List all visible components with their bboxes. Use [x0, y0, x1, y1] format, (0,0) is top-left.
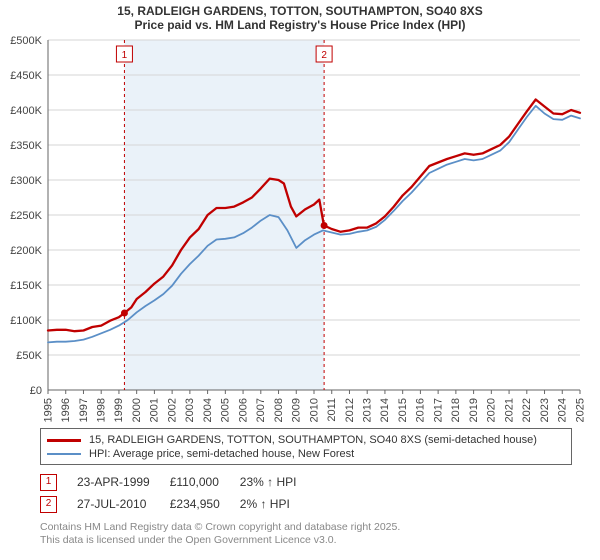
svg-text:1995: 1995: [42, 398, 54, 422]
title-address: 15, RADLEIGH GARDENS, TOTTON, SOUTHAMPTO…: [0, 4, 600, 18]
svg-text:2002: 2002: [166, 398, 178, 422]
legend: 15, RADLEIGH GARDENS, TOTTON, SOUTHAMPTO…: [40, 428, 572, 465]
sale-price: £234,950: [170, 493, 240, 515]
legend-item-hpi: HPI: Average price, semi-detached house,…: [47, 447, 565, 461]
svg-text:2020: 2020: [486, 398, 498, 422]
price-chart: £0 £50K £100K £150K £200K £250K £300K £350K £400…: [0, 32, 600, 422]
title-subtitle: Price paid vs. HM Land Registry's House …: [0, 18, 600, 32]
sales-row: 2 27-JUL-2010 £234,950 2% ↑ HPI: [40, 493, 316, 515]
svg-text:2021: 2021: [503, 398, 515, 422]
svg-text:2025: 2025: [574, 398, 586, 422]
sale-marker-icon: 2: [40, 496, 57, 513]
chart-svg: £0 £50K £100K £150K £200K £250K £300K £350K £400…: [0, 32, 600, 422]
sales-row: 1 23-APR-1999 £110,000 23% ↑ HPI: [40, 471, 316, 493]
svg-text:2005: 2005: [220, 398, 232, 422]
attribution-line: This data is licensed under the Open Gov…: [40, 534, 572, 547]
sale-date: 23-APR-1999: [77, 471, 170, 493]
sale-marker-icon: 1: [40, 474, 57, 491]
svg-text:£0: £0: [30, 385, 42, 397]
svg-text:£50K: £50K: [16, 350, 42, 362]
svg-text:£150K: £150K: [10, 280, 42, 292]
svg-text:2018: 2018: [450, 398, 462, 422]
svg-text:2: 2: [321, 50, 327, 61]
svg-text:£450K: £450K: [10, 70, 42, 82]
svg-text:£200K: £200K: [10, 245, 42, 257]
svg-text:2003: 2003: [184, 398, 196, 422]
svg-text:2007: 2007: [255, 398, 267, 422]
svg-text:2024: 2024: [557, 398, 569, 422]
legend-swatch: [47, 453, 81, 455]
svg-text:2016: 2016: [415, 398, 427, 422]
svg-text:2023: 2023: [539, 398, 551, 422]
attribution: Contains HM Land Registry data © Crown c…: [40, 521, 572, 547]
svg-text:£100K: £100K: [10, 315, 42, 327]
svg-text:2009: 2009: [291, 398, 303, 422]
svg-text:2004: 2004: [202, 398, 214, 422]
sale-date: 27-JUL-2010: [77, 493, 170, 515]
attribution-line: Contains HM Land Registry data © Crown c…: [40, 521, 572, 534]
svg-text:2011: 2011: [326, 398, 338, 422]
legend-swatch: [47, 439, 81, 442]
svg-text:£350K: £350K: [10, 140, 42, 152]
sales-table: 1 23-APR-1999 £110,000 23% ↑ HPI 2 27-JU…: [40, 471, 572, 515]
sale-delta: 2% ↑ HPI: [240, 493, 317, 515]
svg-text:2008: 2008: [273, 398, 285, 422]
svg-text:2001: 2001: [149, 398, 161, 422]
legend-label: 15, RADLEIGH GARDENS, TOTTON, SOUTHAMPTO…: [89, 434, 537, 446]
svg-text:2019: 2019: [468, 398, 480, 422]
svg-text:2013: 2013: [362, 398, 374, 422]
svg-text:1997: 1997: [78, 398, 90, 422]
svg-text:£300K: £300K: [10, 175, 42, 187]
svg-text:1: 1: [122, 50, 128, 61]
svg-text:2022: 2022: [521, 398, 533, 422]
legend-label: HPI: Average price, semi-detached house,…: [89, 448, 354, 460]
chart-titles: 15, RADLEIGH GARDENS, TOTTON, SOUTHAMPTO…: [0, 0, 600, 32]
sale-delta: 23% ↑ HPI: [240, 471, 317, 493]
svg-text:2017: 2017: [432, 398, 444, 422]
svg-text:£500K: £500K: [10, 35, 42, 47]
svg-text:£250K: £250K: [10, 210, 42, 222]
svg-text:2014: 2014: [379, 398, 391, 422]
svg-text:1996: 1996: [60, 398, 72, 422]
svg-text:1999: 1999: [113, 398, 125, 422]
svg-text:2015: 2015: [397, 398, 409, 422]
svg-text:2012: 2012: [344, 398, 356, 422]
legend-item-price-paid: 15, RADLEIGH GARDENS, TOTTON, SOUTHAMPTO…: [47, 433, 565, 447]
svg-text:2000: 2000: [131, 398, 143, 422]
svg-text:2010: 2010: [308, 398, 320, 422]
svg-text:£400K: £400K: [10, 105, 42, 117]
sale-price: £110,000: [170, 471, 240, 493]
svg-text:1998: 1998: [95, 398, 107, 422]
svg-text:2006: 2006: [237, 398, 249, 422]
